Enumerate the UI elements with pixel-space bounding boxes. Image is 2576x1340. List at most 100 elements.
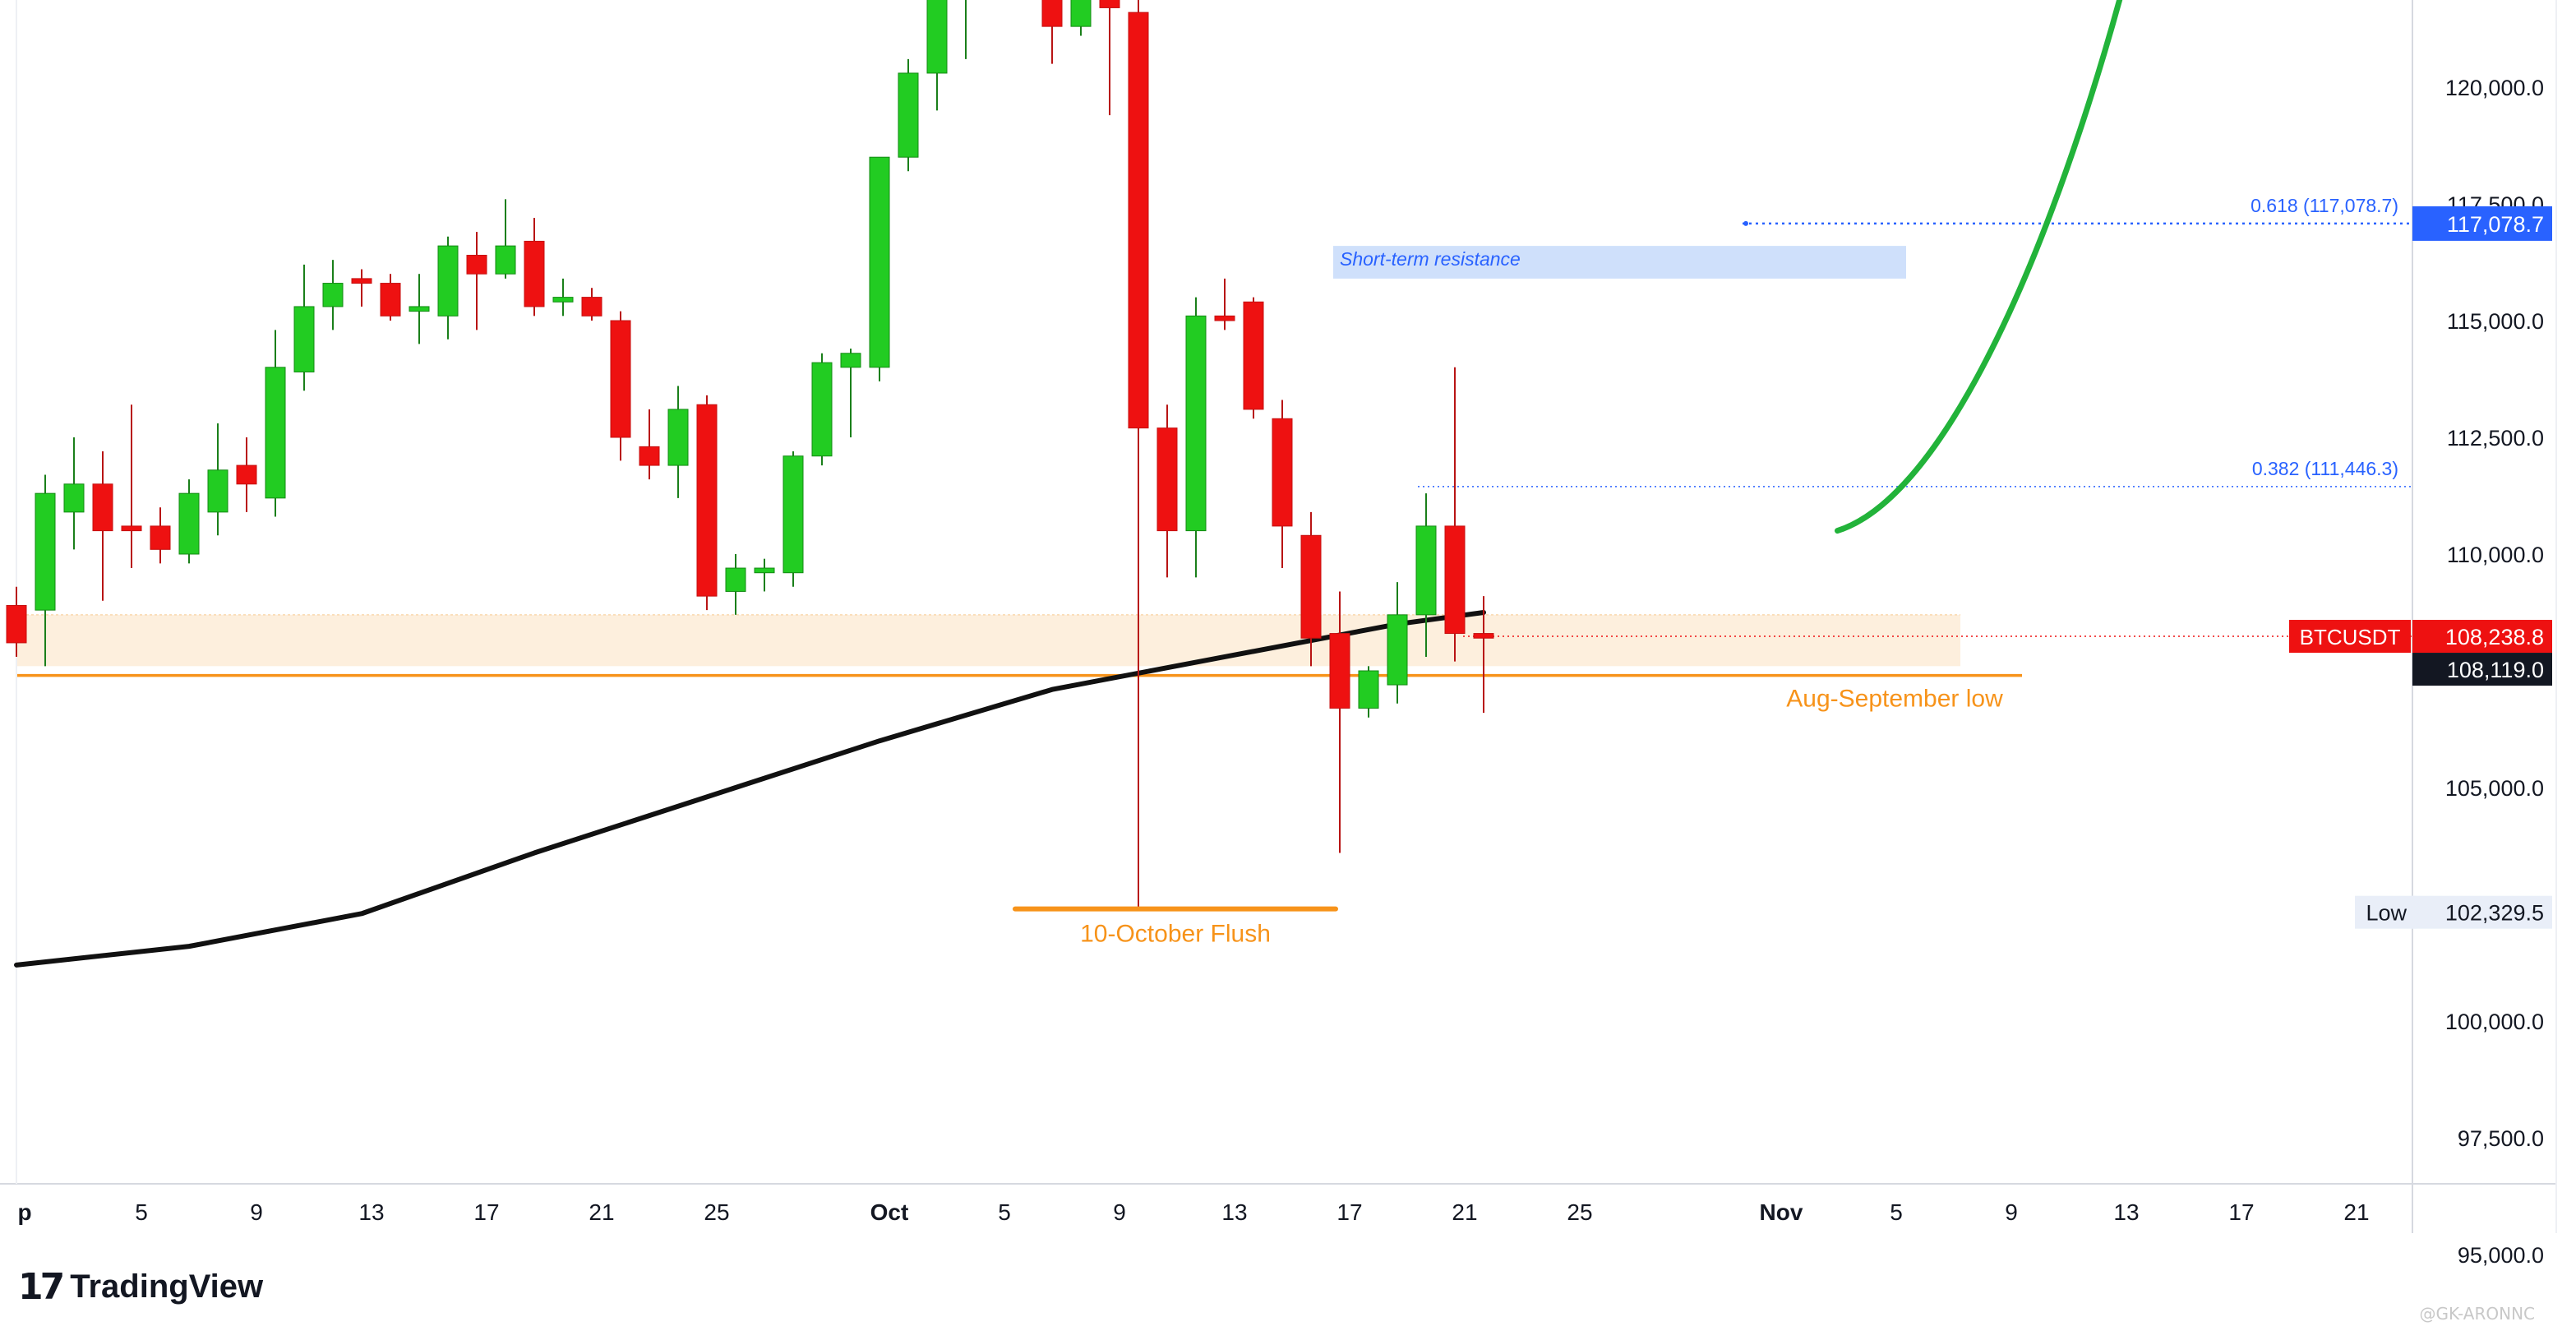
candle[interactable]: [1214, 315, 1235, 321]
support-zone: [16, 614, 1960, 667]
candle[interactable]: [1185, 315, 1207, 532]
candle[interactable]: [495, 245, 516, 275]
time-tick-label: 9: [2005, 1199, 2018, 1225]
fib-label-0618: 0.618 (117,078.7): [2251, 195, 2398, 216]
tradingview-logo[interactable]: 17 TradingView: [18, 1266, 263, 1308]
time-tick-label: 17: [1336, 1199, 1362, 1225]
low-value: 102,329.5: [2445, 901, 2544, 926]
candle[interactable]: [1070, 0, 1092, 27]
candle[interactable]: [1156, 427, 1178, 532]
time-tick-label: p: [17, 1199, 31, 1225]
price-tick-label: 112,500.0: [2447, 426, 2544, 451]
time-tick-label: 5: [998, 1199, 1011, 1225]
candle[interactable]: [322, 283, 344, 307]
low-tag: Low: [2366, 901, 2407, 926]
flush-label: 10-October Flush: [1080, 921, 1271, 948]
candle[interactable]: [725, 567, 746, 592]
price-tick-label: 95,000.0: [2458, 1243, 2544, 1268]
candle[interactable]: [869, 156, 890, 368]
time-tick-label: 13: [2113, 1199, 2139, 1225]
low-tag-bg: [2355, 895, 2417, 929]
resistance-label: Short-term resistance: [1340, 248, 1521, 270]
price-tick-label: 105,000.0: [2445, 776, 2544, 801]
candle[interactable]: [782, 455, 804, 574]
candle[interactable]: [1300, 534, 1322, 639]
price-tick-label: 120,000.0: [2445, 76, 2544, 100]
candle[interactable]: [437, 245, 459, 317]
candle[interactable]: [293, 306, 315, 372]
candle[interactable]: [524, 240, 545, 307]
time-tick-label: 25: [704, 1199, 729, 1225]
candle[interactable]: [409, 306, 430, 312]
candle[interactable]: [351, 278, 372, 284]
candle[interactable]: [1329, 633, 1350, 709]
candle[interactable]: [581, 297, 602, 317]
price-tick-label: 115,000.0: [2447, 309, 2544, 334]
resistance-zone: [1333, 246, 1906, 279]
candle[interactable]: [639, 446, 660, 466]
candle[interactable]: [898, 72, 919, 158]
candle[interactable]: [1243, 301, 1264, 410]
brand-name: TradingView: [70, 1268, 264, 1305]
time-tick-label: 21: [589, 1199, 614, 1225]
candle[interactable]: [265, 367, 286, 499]
time-tick-label: Nov: [1760, 1199, 1803, 1225]
candle[interactable]: [926, 0, 948, 74]
time-tick-label: 5: [135, 1199, 148, 1225]
time-tick-label: Oct: [870, 1199, 909, 1225]
fib-label-0382: 0.382 (111,446.3): [2252, 458, 2398, 479]
projection-arrow: [1835, 0, 2123, 534]
price-tick-label: 97,500.0: [2458, 1126, 2544, 1151]
candle[interactable]: [6, 604, 27, 644]
time-tick-label: 13: [358, 1199, 384, 1225]
last-price-value: 108,238.8: [2445, 625, 2544, 649]
candle[interactable]: [610, 320, 631, 438]
candle[interactable]: [1099, 0, 1120, 8]
candle[interactable]: [466, 254, 487, 275]
candle[interactable]: [178, 492, 200, 555]
support-label: Aug-September low: [1786, 686, 2003, 713]
price-tick-label: 100,000.0: [2445, 1010, 2544, 1034]
fib-anchor-point: [1743, 220, 1748, 226]
time-tick-label: 13: [1221, 1199, 1247, 1225]
candle[interactable]: [1358, 670, 1379, 709]
candle[interactable]: [236, 464, 257, 485]
time-tick-label: 25: [1567, 1199, 1592, 1225]
ma-price-box: [2412, 653, 2552, 686]
candle[interactable]: [1473, 633, 1494, 639]
symbol-tag-bg: [2289, 620, 2411, 654]
price-tick-label: 110,000.0: [2447, 543, 2544, 567]
low-value-bg: [2412, 895, 2552, 929]
time-tick-label: 21: [1452, 1199, 1477, 1225]
candle[interactable]: [696, 404, 718, 597]
time-tick-label: 9: [1113, 1199, 1126, 1225]
time-tick-label: 17: [2228, 1199, 2254, 1225]
candle[interactable]: [207, 469, 229, 513]
symbol-tag: BTCUSDT: [2300, 625, 2401, 649]
candle[interactable]: [35, 492, 56, 611]
candle[interactable]: [380, 283, 401, 317]
candle[interactable]: [1415, 525, 1437, 616]
tradingview-logo-icon: 17: [18, 1266, 65, 1308]
candle[interactable]: [92, 483, 113, 532]
fib-price-box: [2412, 206, 2552, 241]
watermark: @GK-ARONNC: [2419, 1304, 2536, 1324]
candle[interactable]: [811, 362, 833, 457]
time-tick-label: 9: [250, 1199, 263, 1225]
candle[interactable]: [1387, 614, 1408, 686]
candle[interactable]: [1128, 12, 1149, 429]
last-price-box: [2412, 620, 2552, 654]
candle[interactable]: [667, 409, 689, 466]
candle[interactable]: [552, 297, 574, 303]
candle[interactable]: [63, 483, 85, 513]
candle[interactable]: [150, 525, 171, 550]
candle[interactable]: [754, 567, 775, 574]
candle[interactable]: [121, 525, 142, 532]
time-tick-label: 5: [1890, 1199, 1903, 1225]
candle[interactable]: [1041, 0, 1063, 27]
candle[interactable]: [1272, 418, 1293, 527]
candle[interactable]: [1444, 525, 1466, 635]
candle[interactable]: [840, 353, 861, 368]
